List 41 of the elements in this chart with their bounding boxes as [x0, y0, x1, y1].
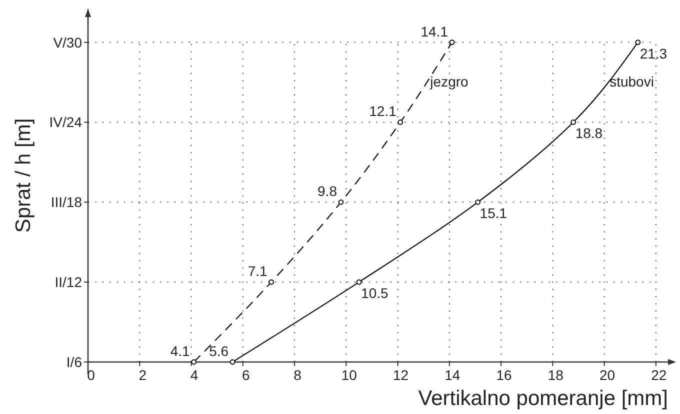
y-tick-label: V/30	[53, 34, 82, 50]
y-axis-title: Sprat / h [m]	[12, 118, 35, 233]
x-tick-label: 20	[600, 367, 616, 383]
x-tick-label: 16	[496, 367, 512, 383]
x-tick-label: 4	[190, 367, 198, 383]
series-label: jezgro	[429, 73, 469, 90]
annotation: 7.1	[248, 263, 268, 280]
point	[230, 359, 236, 365]
y-tick-label: IV/24	[49, 114, 82, 130]
x-tick-label: 8	[294, 367, 302, 383]
point	[570, 120, 576, 125]
annotation: 9.8	[318, 183, 338, 200]
x-tick-label: 12	[392, 367, 409, 383]
annotation: 14.1	[420, 23, 448, 40]
annotation: 12.1	[369, 103, 397, 120]
x-tick-label: 22	[651, 367, 667, 383]
x-tick-label: 0	[87, 367, 96, 383]
x-tick-label: 6	[242, 367, 250, 383]
y-tick-label: II/12	[54, 274, 82, 290]
annotation: 15.1	[480, 205, 508, 222]
x-tick-label: 10	[341, 367, 358, 383]
y-tick-label: III/18	[50, 194, 82, 210]
annotation: 10.5	[361, 285, 389, 302]
annotation: 21.3	[640, 45, 668, 62]
point	[191, 359, 197, 365]
point	[356, 279, 362, 285]
point	[268, 279, 274, 285]
point	[635, 40, 641, 45]
y-tick-label: I/6	[66, 354, 82, 370]
series-label: stubovi	[610, 73, 654, 90]
point	[398, 120, 404, 125]
annotation: 4.1	[170, 343, 190, 359]
annotation: 5.6	[209, 343, 229, 359]
x-tick-label: 18	[548, 367, 564, 383]
x-tick-label: 14	[444, 367, 460, 383]
x-tick-label: 2	[138, 367, 147, 383]
x-axis-title: Vertikalno pomeranje [mm]	[418, 387, 668, 410]
point	[338, 199, 344, 205]
point	[475, 199, 481, 205]
point	[449, 40, 455, 45]
annotation: 18.8	[575, 125, 603, 142]
